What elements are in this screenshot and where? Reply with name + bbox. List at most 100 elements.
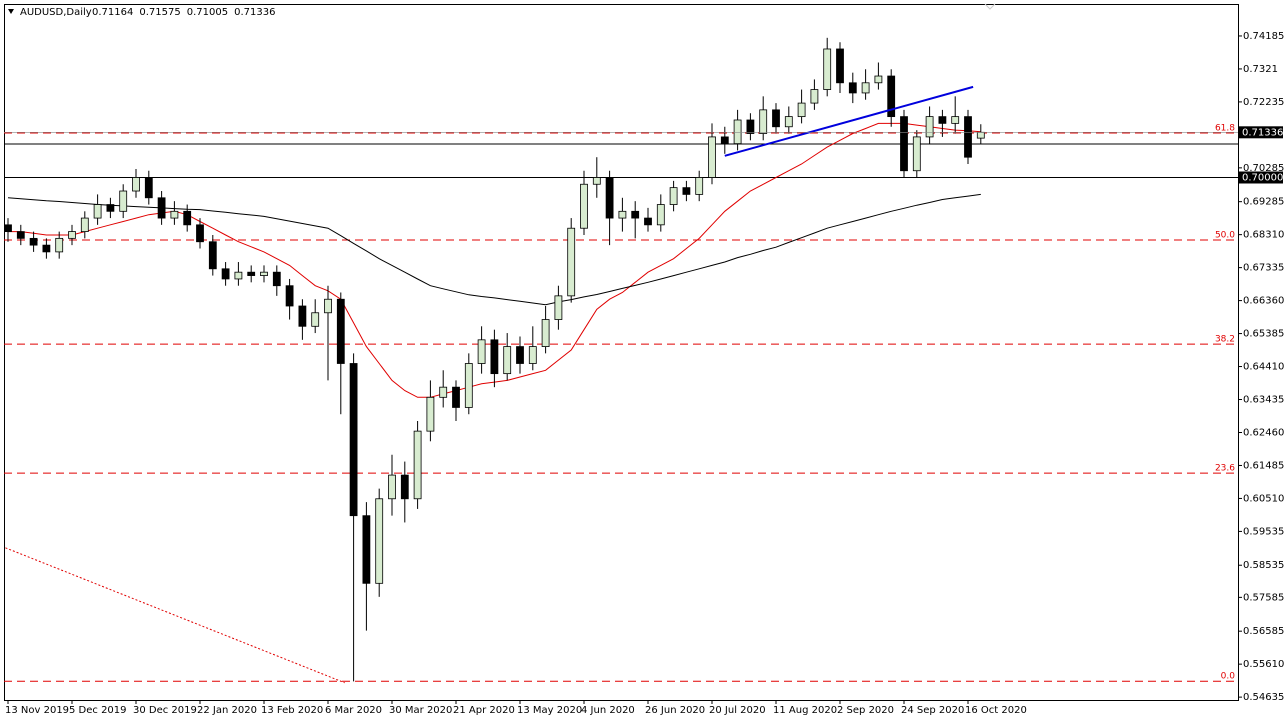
candle-body [93,204,102,219]
y-tick-label: 0.59535 [1243,526,1284,537]
y-tick-label: 0.61485 [1243,460,1284,471]
x-tick-label: 6 Mar 2020 [325,705,382,716]
candle-body [836,48,844,84]
candle-body [772,109,780,128]
candle-body [951,116,960,124]
candle-body [759,109,768,134]
candle-body [336,298,345,364]
price-label: 0.70000 [1242,172,1283,183]
header-value: 0.71575 [139,7,180,18]
candle-body [144,177,153,199]
plot-frame [4,4,1239,701]
x-tick-label: 21 Apr 2020 [453,705,515,716]
candle-body [580,183,588,229]
candle-body [797,102,806,118]
candle-body [708,136,716,178]
candle-body [938,116,947,124]
candle-body [516,346,524,364]
candle-body [644,217,652,226]
x-tick-label: 5 Dec 2019 [69,705,127,716]
candle-body [861,82,870,94]
fib-label: 61.8 [1215,123,1235,133]
candle-body [157,197,166,219]
fib-label: 38.2 [1215,335,1235,345]
candle-body [324,298,332,314]
header-value: 0.71005 [187,7,228,18]
y-tick-label: 0.68310 [1243,230,1284,241]
candle-body [68,231,76,239]
candle-body [400,474,409,500]
x-tick-label: 11 Aug 2020 [773,705,837,716]
candle-body [16,231,25,239]
menu-triangle[interactable] [8,9,14,14]
x-tick-label: 4 Jun 2020 [581,705,635,716]
candle-body [196,224,204,243]
header-value: 0.71336 [234,7,275,18]
candle-body [80,217,89,233]
candle-body [528,346,537,364]
candle-body [298,305,307,327]
candle-body [964,116,972,158]
candle-body [669,187,678,205]
candle-body [887,75,896,118]
candle-body [170,210,179,219]
candle-body [695,177,704,195]
x-tick-label: 26 Jun 2020 [645,705,705,716]
candle-body [362,515,371,584]
candle-body [541,319,550,347]
candle-body [976,131,985,139]
candle-body [311,312,320,327]
candle-body [618,210,627,219]
candle-body [720,136,729,145]
candle-body [631,210,640,219]
candle-body [388,474,396,500]
candle-body [605,177,614,219]
candle-body [119,190,128,212]
candle-body [784,116,793,128]
y-tick-label: 0.62460 [1243,427,1284,438]
candle-body [55,237,64,253]
candle-body [285,285,294,307]
y-tick-label: 0.7321 [1243,64,1278,75]
candle-body [452,386,460,408]
candle-body [810,89,819,104]
y-tick-label: 0.60510 [1243,493,1284,504]
candle-body [208,241,217,270]
candle-body [183,210,192,226]
candle-body [42,244,51,253]
candle-body [349,363,358,517]
candle-body [900,116,908,172]
candle-body [375,498,384,584]
candle-body [554,295,563,320]
y-tick-label: 0.66360 [1243,296,1284,307]
y-tick-label: 0.69285 [1243,197,1284,208]
x-tick-label: 13 Feb 2020 [261,705,323,716]
candle-body [221,268,230,280]
y-tick-label: 0.63435 [1243,395,1284,406]
candle-body [592,177,601,185]
candle-body [912,136,921,172]
header-value: 0.71164 [92,7,133,18]
chart-title: AUDUSD,Daily [20,7,92,18]
y-tick-label: 0.54635 [1243,692,1284,703]
y-tick-label: 0.72235 [1243,97,1284,108]
candle-body [746,119,755,134]
fib-label: 50.0 [1215,231,1235,241]
x-tick-label: 20 Jul 2020 [709,705,766,716]
candle-body [29,237,38,246]
candle-body [490,339,499,375]
y-tick-label: 0.70285 [1243,163,1284,174]
candle-body [682,187,691,195]
x-tick-label: 16 Oct 2020 [965,705,1027,716]
y-tick-label: 0.56585 [1243,626,1284,637]
candle-body [656,204,665,226]
moving-average [7,193,981,306]
trendline [724,85,974,157]
candle-body [132,177,140,192]
x-tick-label: 22 Jan 2020 [197,705,257,716]
trendline [5,547,345,684]
candle-body [426,396,435,432]
candle-body [567,227,576,297]
y-tick-label: 0.55610 [1243,659,1284,670]
price-label-bg [1239,171,1283,184]
